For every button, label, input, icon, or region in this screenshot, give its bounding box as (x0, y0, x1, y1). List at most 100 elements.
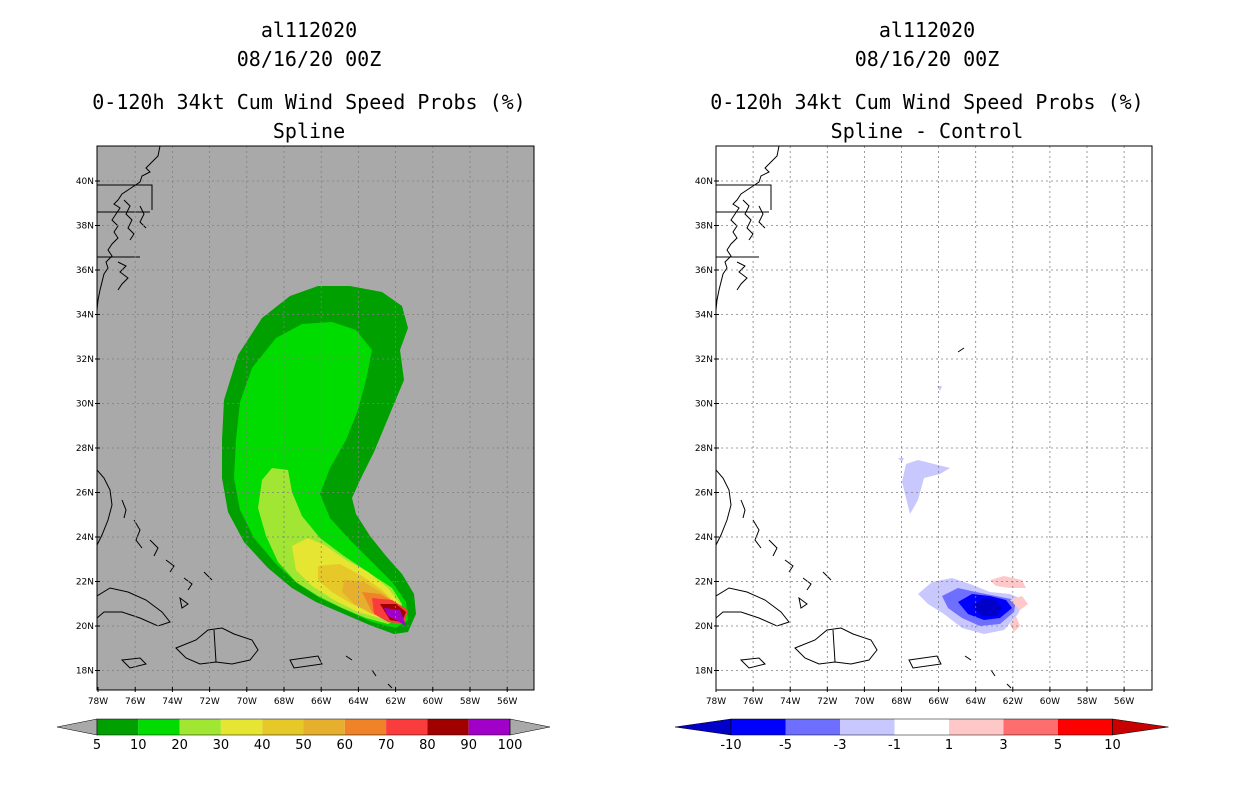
colorbar-label: 10 (130, 738, 147, 753)
lon-tick-label: 68W (274, 697, 294, 707)
lat-tick-label: 40N (695, 177, 713, 187)
colorbar-box (179, 719, 221, 735)
lon-tick-label: 78W (88, 697, 108, 707)
lat-tick-label: 26N (695, 489, 713, 499)
colorbar-label: 100 (498, 738, 523, 753)
lat-tick-label: 20N (695, 622, 713, 632)
lat-tick-label: 30N (76, 400, 94, 410)
left-panel: al112020 08/16/20 00Z 0-120h 34kt Cum Wi… (56, 18, 551, 753)
colorbar-box (303, 719, 345, 735)
right-difference-field (898, 386, 1028, 634)
lat-tick-label: 20N (76, 622, 94, 632)
lon-tick-label: 60W (423, 697, 443, 707)
left-longitude-labels: 78W 76W 74W 72W 70W 68W 66W 64W 62W 60W 58W 56W (88, 687, 517, 707)
colorbar-box (262, 719, 304, 735)
lon-tick-label: 58W (460, 697, 480, 707)
left-colorbar: 5 10 20 30 40 50 60 70 80 90 100 (56, 718, 551, 753)
left-gridlines (97, 146, 534, 690)
left-latitude-labels: 40N 38N 36N 34N 32N 30N 28N 26N 24N 22N 20N 18N (76, 177, 100, 677)
colorbar-box (97, 719, 139, 735)
diff-neg-dot-1 (898, 458, 904, 462)
colorbar-label: 5 (1054, 738, 1062, 753)
colorbar-high-arrow (509, 718, 551, 736)
lat-tick-label: 24N (76, 533, 94, 543)
colorbar-box (785, 719, 840, 735)
lon-tick-label: 70W (237, 697, 257, 707)
lat-tick-label: 32N (695, 355, 713, 365)
lat-tick-label: 38N (695, 222, 713, 232)
right-latitude-labels: 40N 38N 36N 34N 32N 30N 28N 26N 24N 22N 20N 18N (695, 177, 719, 677)
lat-tick-label: 40N (76, 177, 94, 187)
lat-tick-label: 32N (76, 355, 94, 365)
lat-tick-label: 28N (695, 444, 713, 454)
lon-tick-label: 76W (743, 697, 763, 707)
colorbar-label: 20 (171, 738, 188, 753)
lat-tick-label: 28N (76, 444, 94, 454)
left-map-frame (96, 145, 535, 691)
colorbar-label: -1 (888, 738, 901, 753)
diff-pos-1-north (990, 576, 1026, 588)
lat-tick-label: 38N (76, 222, 94, 232)
right-title-storm: al112020 (879, 18, 975, 42)
colorbar-label: 5 (93, 738, 101, 753)
colorbar-box (138, 719, 180, 735)
lat-tick-label: 22N (76, 578, 94, 588)
colorbar-low-arrow (56, 718, 98, 736)
colorbar-box (386, 719, 428, 735)
lat-tick-label: 24N (695, 533, 713, 543)
colorbar-low-arrow (674, 718, 732, 736)
colorbar-label: 3 (999, 738, 1007, 753)
lon-tick-label: 62W (385, 697, 405, 707)
lat-tick-label: 18N (76, 667, 94, 677)
colorbar-box (840, 719, 895, 735)
lat-tick-label: 22N (695, 578, 713, 588)
colorbar-label: 1 (945, 738, 953, 753)
colorbar-label: 10 (1104, 738, 1121, 753)
colorbar-box (220, 719, 263, 735)
lon-tick-label: 66W (311, 697, 331, 707)
right-title-date: 08/16/20 00Z (855, 47, 1000, 71)
lat-tick-label: 30N (695, 400, 713, 410)
lon-tick-label: 62W (1003, 697, 1023, 707)
lon-tick-label: 58W (1077, 697, 1097, 707)
lat-tick-label: 34N (76, 311, 94, 321)
lon-tick-label: 60W (1040, 697, 1060, 707)
lon-tick-label: 72W (817, 697, 837, 707)
colorbar-box (427, 719, 469, 735)
right-map-frame (715, 145, 1153, 691)
colorbar-label: 50 (295, 738, 312, 753)
lon-tick-label: 70W (854, 697, 874, 707)
right-title-method: Spline - Control (831, 119, 1024, 143)
left-title-product: 0-120h 34kt Cum Wind Speed Probs (%) (92, 90, 525, 114)
diff-neg-small-north (902, 460, 950, 514)
lon-tick-label: 74W (780, 697, 800, 707)
colorbar-label: -5 (779, 738, 792, 753)
colorbar-box (1058, 719, 1113, 735)
lon-tick-label: 56W (1114, 697, 1134, 707)
left-title-storm: al112020 (261, 18, 357, 42)
colorbar-box (731, 719, 786, 735)
lat-tick-label: 36N (76, 266, 94, 276)
colorbar-label: 30 (213, 738, 230, 753)
colorbar-label: -10 (720, 738, 741, 753)
colorbar-high-arrow (1112, 718, 1169, 736)
colorbar-box (1003, 719, 1058, 735)
colorbar-label: -3 (834, 738, 847, 753)
left-title-method: Spline (273, 119, 345, 143)
lon-tick-label: 76W (125, 697, 145, 707)
left-title-date: 08/16/20 00Z (237, 47, 382, 71)
diff-pos-1-east (1010, 596, 1028, 610)
prob-contour-90 (384, 608, 406, 626)
colorbar-box (949, 719, 1004, 735)
lon-tick-label: 74W (162, 697, 182, 707)
lat-tick-label: 34N (695, 311, 713, 321)
colorbar-box (468, 719, 510, 735)
lon-tick-label: 72W (199, 697, 219, 707)
lon-tick-label: 68W (891, 697, 911, 707)
right-longitude-labels: 78W 76W 74W 72W 70W 68W 66W 64W 62W 60W 58W 56W (706, 687, 1134, 707)
colorbar-label: 60 (337, 738, 354, 753)
right-panel: al112020 08/16/20 00Z 0-120h 34kt Cum Wi… (674, 18, 1169, 753)
lon-tick-label: 66W (928, 697, 948, 707)
lat-tick-label: 36N (695, 266, 713, 276)
